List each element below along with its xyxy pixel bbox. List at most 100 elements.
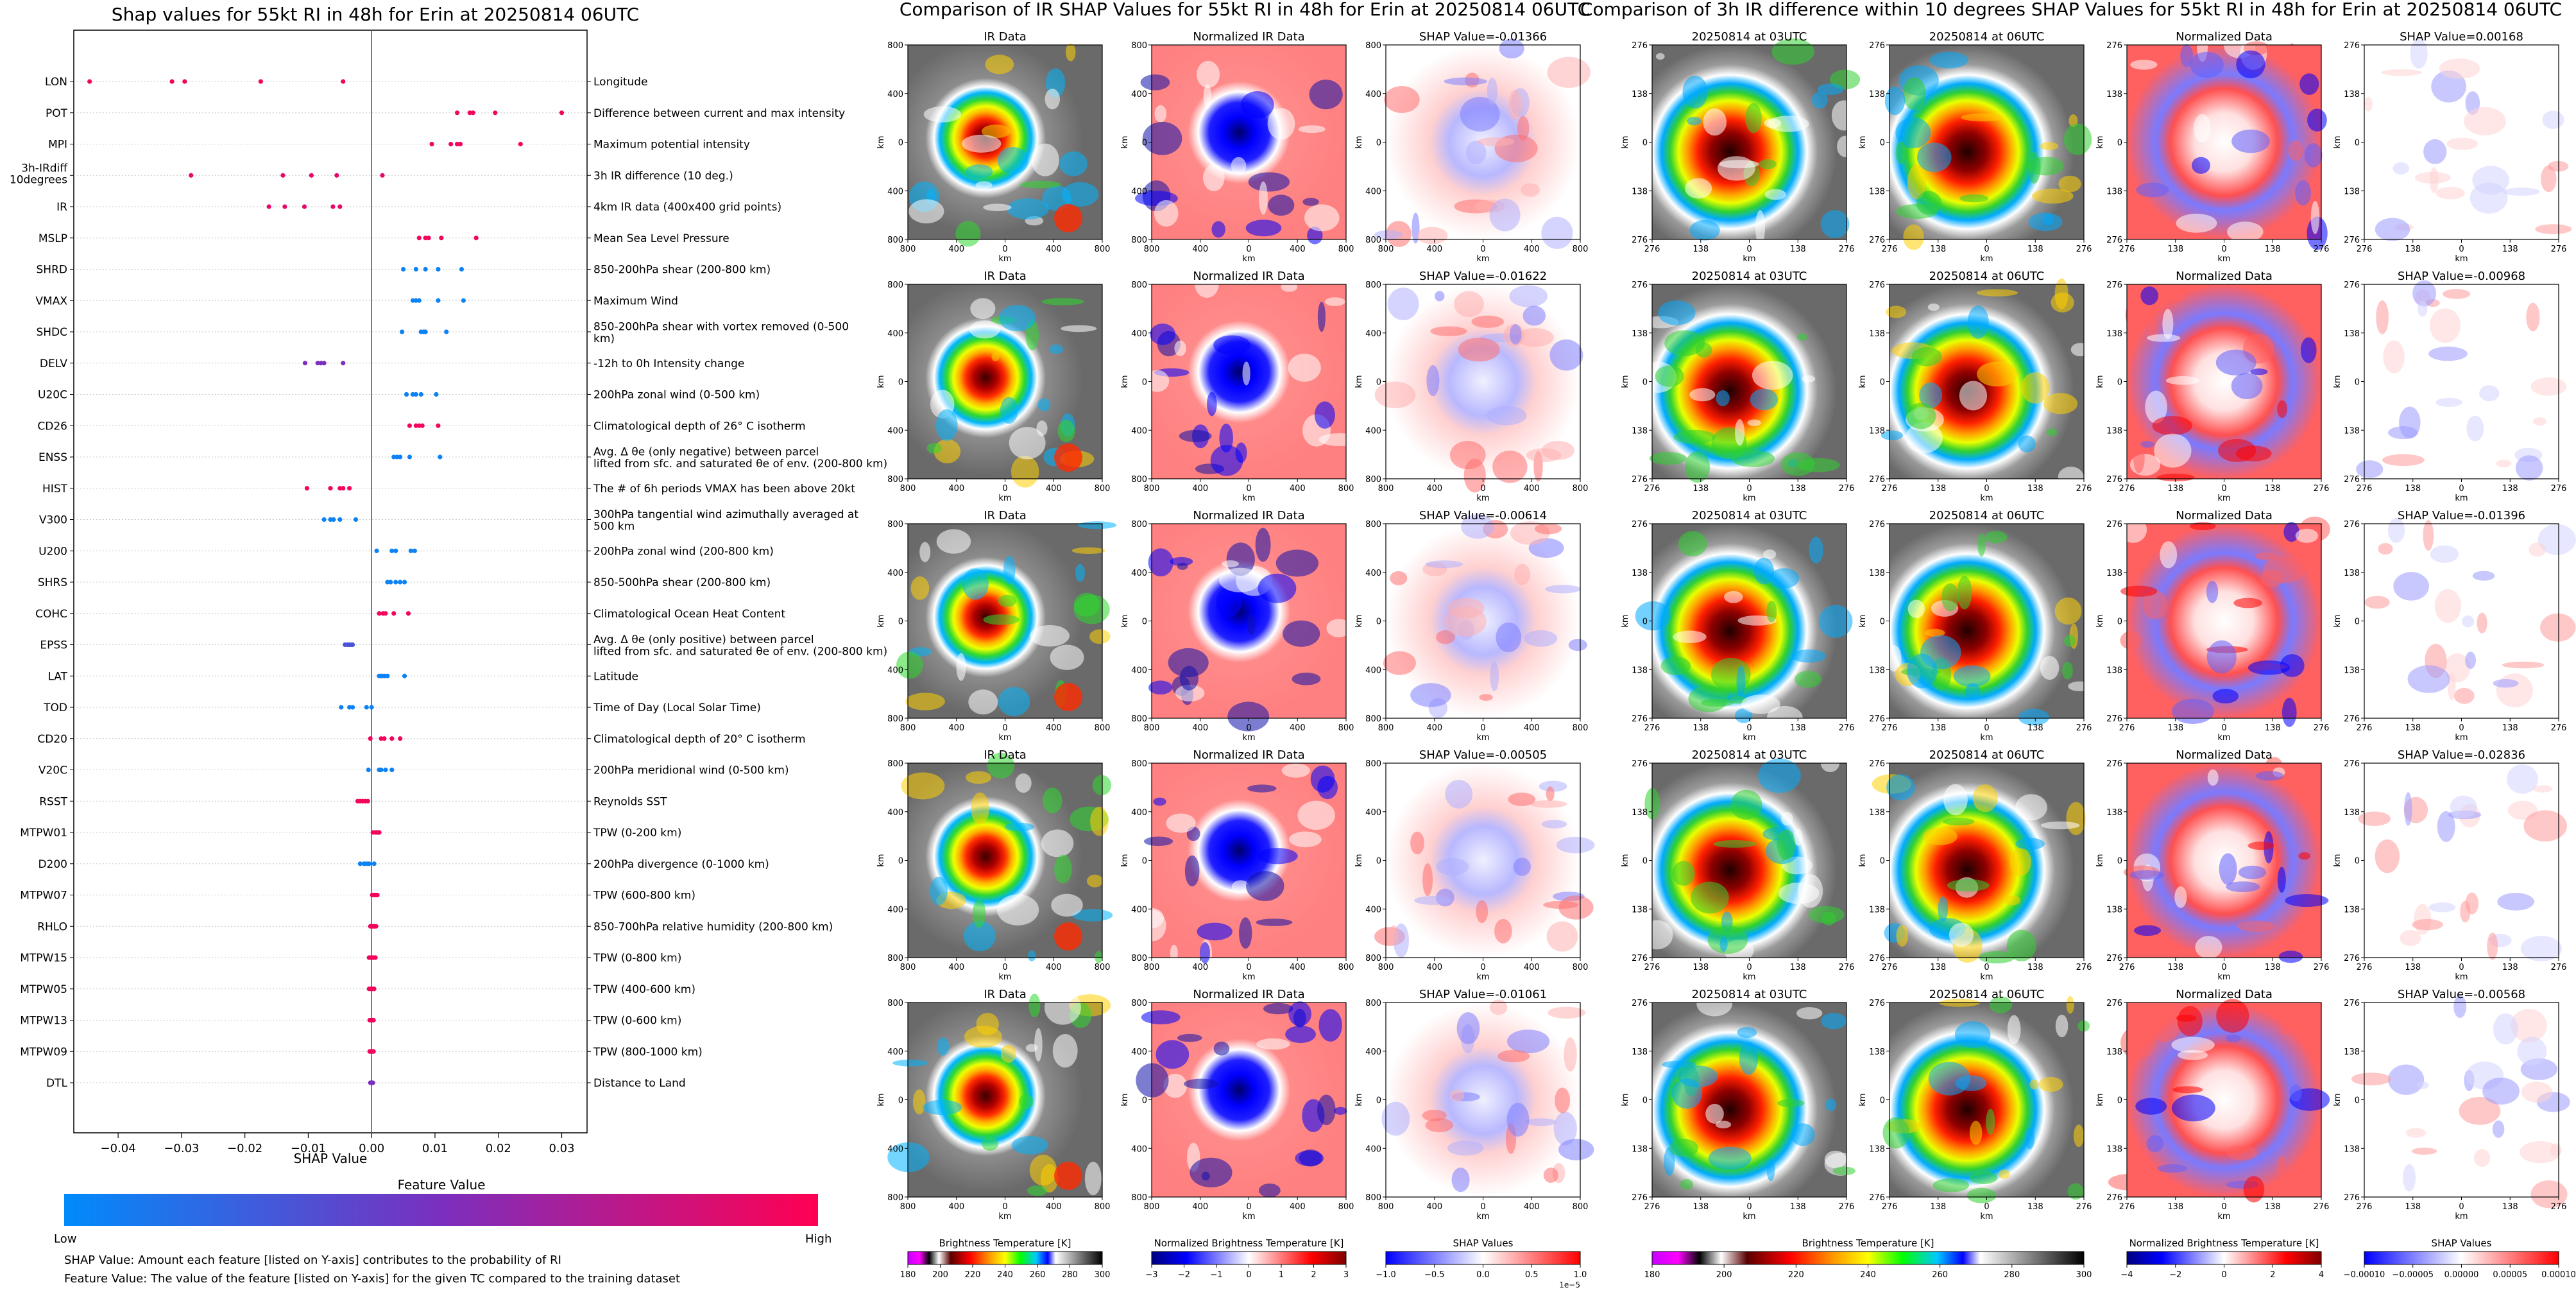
diff-06utc-title: 20250814 at 06UTC xyxy=(1929,30,2045,44)
shap-row-gridlines xyxy=(74,81,587,1083)
feature-desc-27: 850-700hPa relative humidity (200-800 km… xyxy=(593,920,833,933)
panel-x-tick-label: 138 xyxy=(2027,723,2043,733)
panel-x-axis-label: km xyxy=(998,733,1011,743)
diff-shap-blob xyxy=(2405,1128,2427,1138)
diff-norm-blob xyxy=(2277,866,2286,893)
diff-norm-blob xyxy=(2254,552,2278,560)
panel-x-tick-label: 138 xyxy=(1693,245,1709,254)
shap-dot-TOD xyxy=(369,705,374,710)
diff-cloud-blob xyxy=(1998,1169,2010,1179)
shap-blob xyxy=(1458,338,1500,362)
panel-x-tick-label: 138 xyxy=(1790,963,1806,972)
panel-x-axis-label: km xyxy=(2455,972,2468,982)
feature-name-2: MPI xyxy=(48,139,67,151)
panel-y-tick-label: 0 xyxy=(2355,139,2360,148)
diff-norm-blob xyxy=(2237,920,2274,932)
shap-dot-V300 xyxy=(353,517,359,522)
panel-y-tick-label: 0 xyxy=(2355,378,2360,388)
diff-cloud-blob xyxy=(1719,160,1759,169)
colorbar-label: SHAP Values xyxy=(1453,1237,1514,1249)
shap-blob xyxy=(1489,999,1508,1015)
panel-x-tick-label: 276 xyxy=(2119,484,2135,494)
norm-cloud-blob xyxy=(1281,282,1298,292)
panel-x-axis-label: km xyxy=(1980,254,1993,264)
diff-cloud-blob xyxy=(2068,681,2092,691)
diff-norm-blob xyxy=(2207,769,2219,786)
shap-blob xyxy=(1513,857,1531,876)
panel-y-tick-label: 400 xyxy=(887,90,903,99)
panel-y-axis-label: km xyxy=(1354,614,1364,627)
ir-shap-title-1: SHAP Value=-0.01622 xyxy=(1419,270,1547,283)
ir-cloud-blob xyxy=(1000,1044,1016,1064)
diff-shap-blob xyxy=(2364,96,2373,112)
feature-desc-14: 300hPa tangential wind azimuthally avera… xyxy=(593,508,858,533)
ir-cloud-blob xyxy=(965,164,993,179)
shap-plot-frame xyxy=(73,30,588,1133)
feature-desc-7: Maximum Wind xyxy=(593,295,678,307)
shap-dot-3h-IRdiff xyxy=(189,173,194,178)
feature-desc-19: Latitude xyxy=(593,670,638,683)
diff-norm-blob xyxy=(2152,416,2192,436)
panel-y-tick-label: 800 xyxy=(887,520,903,530)
diff-norm-blob xyxy=(2133,442,2145,474)
shap-blob xyxy=(1449,440,1486,470)
panel-x-tick-label: 0 xyxy=(1984,484,1989,494)
diff-shap-blob xyxy=(2523,810,2567,842)
norm-cloud-blob xyxy=(1258,848,1298,865)
diff-shap-blob xyxy=(2375,839,2400,874)
panel-x-tick-label: 138 xyxy=(1693,963,1709,972)
x-tick-label: 0.00 xyxy=(359,1142,384,1155)
norm-cloud-blob xyxy=(1281,763,1311,778)
diff-shap-blob xyxy=(2473,1149,2491,1167)
shap-dot-POT xyxy=(493,110,498,116)
diff-cloud-blob xyxy=(1734,708,1753,723)
ir-cloud-blob xyxy=(1084,1161,1102,1196)
norm-cloud-blob xyxy=(1317,302,1326,332)
norm-cloud-blob xyxy=(1177,1033,1202,1042)
shap-dot-ENSS xyxy=(398,454,403,460)
shap-dot-LAT xyxy=(402,673,407,678)
diff-cloud-blob xyxy=(1678,1065,1718,1088)
diff-cloud-blob xyxy=(2015,794,2047,821)
diff-cloud-blob xyxy=(1949,922,1974,947)
panel-x-tick-label: 0 xyxy=(1002,245,1007,254)
shap-dot-LAT xyxy=(385,673,390,678)
diff-cloud-blob xyxy=(1916,191,1942,215)
norm-cloud-blob xyxy=(1304,204,1340,232)
panel-x-tick-label: 276 xyxy=(2357,723,2373,733)
ir-cloud-blob xyxy=(908,199,944,224)
panel-x-tick-label: 800 xyxy=(1573,245,1589,254)
ir-cloud-blob xyxy=(1000,397,1018,424)
diff-cloud-blob xyxy=(1780,452,1815,476)
colorbar-label: Normalized Brightness Temperature [K] xyxy=(1154,1237,1344,1249)
shap-dot-MPI xyxy=(454,141,460,147)
diff-shap-title-4: SHAP Value=-0.00568 xyxy=(2398,988,2525,1001)
panel-x-tick-label: 0 xyxy=(1246,963,1251,972)
diff-shap-blob xyxy=(2404,792,2412,826)
shap-dot-IR xyxy=(302,204,307,209)
colorbar-tick-label: 220 xyxy=(965,1270,981,1280)
x-tick-label: −0.01 xyxy=(291,1142,326,1155)
shap-dot-HIST xyxy=(328,486,333,491)
ir-secondary-cell xyxy=(1054,204,1082,232)
panel-y-axis-label: km xyxy=(1858,614,1868,627)
panel-y-tick-label: 138 xyxy=(2344,808,2360,818)
shap-dot-LON xyxy=(258,79,263,84)
feature-name-30: MTPW13 xyxy=(20,1015,67,1028)
feature-name-28: MTPW15 xyxy=(20,952,67,965)
panel-x-tick-label: 400 xyxy=(948,1202,964,1212)
shap-blob xyxy=(1460,97,1500,132)
feature-desc-26: TPW (600-800 km) xyxy=(593,890,695,902)
diff-cloud-blob xyxy=(1977,533,1986,556)
colorbar-tick-label: 1.0 xyxy=(1574,1270,1587,1280)
diff-norm-blob xyxy=(2300,337,2317,363)
panel-x-tick-label: 400 xyxy=(1290,723,1306,733)
panel-y-tick-label: 276 xyxy=(2106,41,2122,51)
diff-03utc-image xyxy=(1652,45,1847,239)
ir-cloud-blob xyxy=(930,877,948,906)
norm-cloud-blob xyxy=(1221,560,1240,567)
shap-blob xyxy=(1489,198,1521,232)
diff-normalized-title: Normalized Data xyxy=(2176,30,2273,44)
panel-x-tick-label: 0 xyxy=(2459,723,2464,733)
